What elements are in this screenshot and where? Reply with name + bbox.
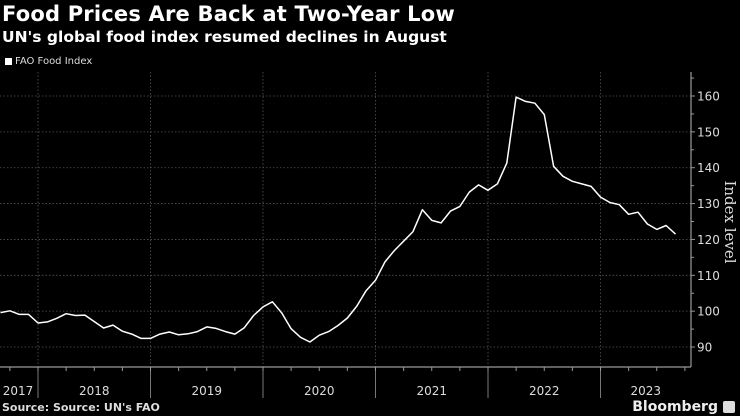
x-tick-label: 2018: [79, 384, 110, 398]
bloomberg-chart-icon: [723, 401, 735, 413]
legend-label: FAO Food Index: [15, 56, 93, 67]
chart-title: Food Prices Are Back at Two-Year Low: [2, 2, 455, 26]
y-tick-label: 140: [697, 161, 720, 175]
y-tick-label: 130: [697, 197, 720, 211]
legend: FAO Food Index: [5, 56, 92, 67]
series-line-fao-food-index: [0, 96, 677, 343]
x-tick-label: 2023: [630, 384, 661, 398]
y-axis-label: Index level: [721, 180, 739, 263]
x-tick-label: 2021: [416, 384, 447, 398]
y-tick-label: 90: [697, 341, 712, 355]
y-tick-label: 110: [697, 269, 720, 283]
source-note: Source: Source: UN's FAO: [2, 401, 160, 414]
x-tick-label: 2017: [3, 384, 34, 398]
bloomberg-logo: Bloomberg: [632, 399, 718, 415]
legend-swatch: [5, 58, 12, 65]
y-tick-label: 120: [697, 233, 720, 247]
y-tick-label: 150: [697, 125, 720, 139]
y-tick-label: 160: [697, 90, 720, 104]
x-tick-label: 2019: [191, 384, 222, 398]
x-tick-label: 2022: [529, 384, 560, 398]
x-tick-label: 2020: [304, 384, 335, 398]
chart-subtitle: UN's global food index resumed declines …: [2, 28, 447, 46]
y-tick-label: 100: [697, 305, 720, 319]
